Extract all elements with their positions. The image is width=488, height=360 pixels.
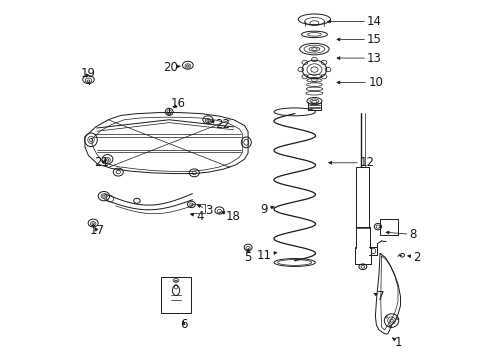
Text: 2: 2 [407,251,420,264]
Text: 6: 6 [180,318,187,331]
Text: 22: 22 [211,118,230,131]
Text: 15: 15 [336,33,381,46]
Text: 11: 11 [256,249,276,262]
Text: 8: 8 [386,228,416,241]
Bar [161,277,190,313]
Text: 4: 4 [190,210,203,223]
Text: 9: 9 [260,203,273,216]
Text: 12: 12 [328,156,374,169]
Text: 16: 16 [171,98,185,111]
Text: 7: 7 [373,290,384,303]
Text: 3: 3 [197,204,212,217]
Text: 17: 17 [89,224,104,238]
Text: 14: 14 [327,15,381,28]
Text: 13: 13 [336,51,381,64]
Text: 19: 19 [80,67,95,80]
Text: 1: 1 [392,336,402,348]
Text: 21: 21 [94,156,109,169]
Text: 18: 18 [222,210,240,223]
Text: 10: 10 [336,76,382,89]
Bar [379,220,397,234]
Text: 20: 20 [163,60,180,73]
Text: 5: 5 [244,249,251,264]
